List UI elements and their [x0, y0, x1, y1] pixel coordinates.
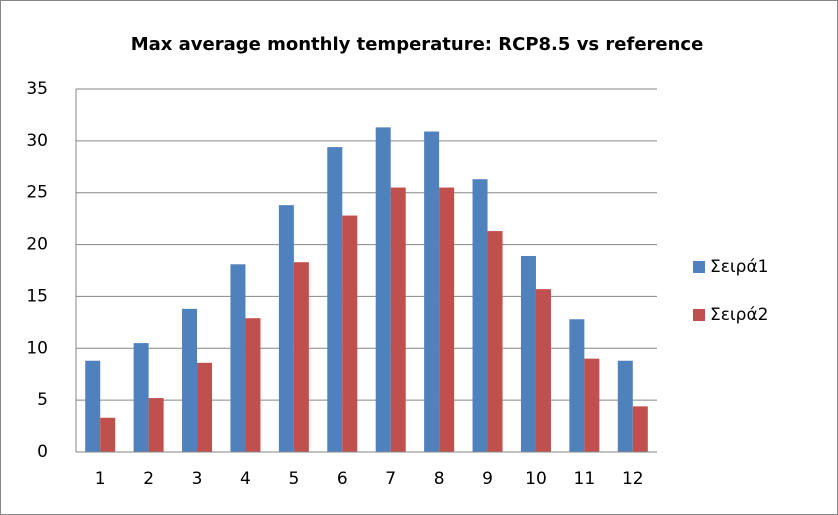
- bar: [342, 215, 358, 452]
- x-tick-label: 1: [95, 469, 106, 489]
- bar: [584, 358, 600, 452]
- bar: [133, 343, 149, 452]
- y-tick-label: 20: [26, 235, 48, 255]
- chart-title: Max average monthly temperature: RCP8.5 …: [131, 34, 704, 55]
- bar: [148, 398, 164, 452]
- bar: [100, 417, 116, 452]
- y-tick-label: 30: [26, 131, 48, 151]
- x-tick-label: 12: [622, 469, 644, 489]
- y-tick-label: 35: [26, 79, 48, 99]
- legend-swatch: [693, 261, 705, 273]
- bar: [327, 147, 343, 452]
- bar: [197, 362, 213, 452]
- bar: [439, 187, 455, 452]
- bar: [617, 360, 633, 452]
- x-tick-label: 4: [240, 469, 251, 489]
- bar: [375, 127, 391, 453]
- legend-label: Σειρά1: [710, 257, 769, 277]
- x-tick-label: 2: [143, 469, 154, 489]
- bar: [390, 187, 406, 452]
- y-tick-label: 15: [26, 286, 48, 306]
- bar: [569, 319, 585, 452]
- bar: [472, 179, 488, 452]
- bar: [230, 264, 246, 452]
- x-tick-label: 11: [574, 469, 596, 489]
- x-tick-label: 9: [482, 469, 493, 489]
- x-tick-label: 6: [337, 469, 348, 489]
- bar: [520, 255, 536, 452]
- y-tick-label: 25: [26, 183, 48, 203]
- y-tick-label: 5: [37, 390, 48, 410]
- x-tick-label: 10: [525, 469, 547, 489]
- x-tick-label: 5: [288, 469, 299, 489]
- bar: [424, 131, 440, 452]
- bar: [632, 406, 648, 452]
- legend-label: Σειρά2: [710, 305, 769, 325]
- bar: [278, 205, 294, 452]
- x-tick-label: 8: [434, 469, 445, 489]
- bar: [293, 262, 309, 452]
- bar: [535, 289, 551, 452]
- bar: [245, 318, 261, 452]
- legend-swatch: [693, 309, 705, 321]
- x-tick-label: 7: [385, 469, 396, 489]
- y-tick-label: 0: [37, 442, 48, 462]
- bar: [85, 360, 101, 452]
- x-tick-label: 3: [192, 469, 203, 489]
- bar: [182, 308, 198, 452]
- y-tick-label: 10: [26, 338, 48, 358]
- bar: [487, 231, 503, 452]
